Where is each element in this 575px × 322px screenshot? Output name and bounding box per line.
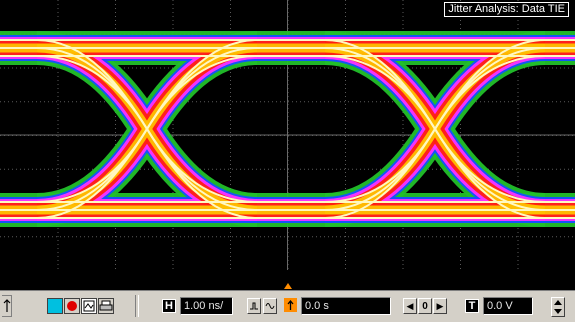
eye-trace-band: [324, 55, 546, 203]
sine-icon[interactable]: [263, 298, 277, 314]
channel-red-icon[interactable]: [64, 298, 80, 314]
scope-toolbar: H 1.00 ns/ 0.0 s ◀ 0 ▶ T 0.0 V: [0, 290, 575, 322]
print-icon[interactable]: [98, 298, 114, 314]
waveform-icon[interactable]: [81, 298, 97, 314]
toolbar-separator: [135, 295, 139, 317]
pulse-icon[interactable]: [247, 298, 261, 314]
jitter-analysis-title: Jitter Analysis: Data TIE: [444, 2, 569, 17]
scroll-right-button[interactable]: ▶: [433, 298, 447, 314]
delay-field[interactable]: 0.0 s: [301, 297, 391, 315]
spinner-icon[interactable]: [551, 297, 565, 317]
horizontal-label: H: [162, 299, 176, 313]
channel-cyan-icon[interactable]: [47, 298, 63, 314]
eye-trace-band: [36, 55, 258, 203]
eye-pattern-traces: [0, 31, 575, 227]
timebase-field[interactable]: 1.00 ns/: [180, 297, 233, 315]
trigger-position-marker: [284, 283, 292, 289]
delay-marker-icon[interactable]: [284, 298, 297, 312]
trigger-level-field[interactable]: 0.0 V: [483, 297, 533, 315]
scroll-left-button[interactable]: ◀: [403, 298, 417, 314]
trigger-label: T: [465, 299, 479, 313]
zero-delay-button[interactable]: 0: [418, 298, 432, 314]
eye-diagram: [0, 0, 575, 289]
oscilloscope-display: Jitter Analysis: Data TIE: [0, 0, 575, 290]
trigger-marker-icon[interactable]: [2, 295, 12, 317]
